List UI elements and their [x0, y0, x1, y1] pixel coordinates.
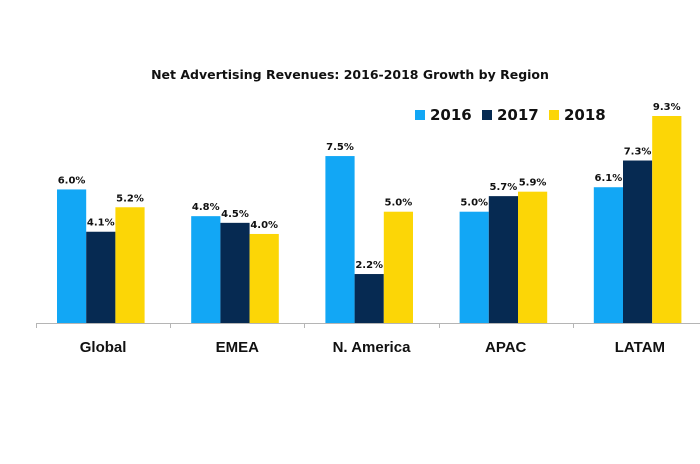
bar-latam-2016: [593, 187, 623, 323]
category-label-n-america: N. America: [333, 339, 411, 356]
data-label-emea-2017: 4.5%: [221, 209, 249, 220]
x-axis: [36, 323, 700, 328]
legend-swatch-2018: [549, 110, 559, 120]
legend-swatch-2016: [415, 110, 425, 120]
bar-emea-2018: [249, 233, 279, 323]
data-label-emea-2016: 4.8%: [192, 202, 220, 213]
bar-latam-2018: [652, 116, 682, 323]
data-label-n-america-2018: 5.0%: [385, 198, 413, 209]
data-label-apac-2017: 5.7%: [490, 182, 518, 193]
data-label-emea-2018: 4.0%: [250, 220, 278, 231]
legend-label-2016: 2016: [430, 106, 472, 124]
data-label-n-america-2016: 7.5%: [326, 142, 354, 153]
bar-latam-2017: [623, 160, 653, 323]
data-label-latam-2017: 7.3%: [624, 147, 652, 158]
data-label-global-2018: 5.2%: [116, 193, 144, 204]
bar-emea-2017: [220, 222, 250, 323]
bars-layer: [57, 116, 682, 323]
data-label-apac-2018: 5.9%: [519, 178, 547, 189]
data-labels-layer: 6.0% 4.1% 5.2% 4.8%4.5%4.0% 7.5% 2.2% 5.0% 5.0%…: [58, 102, 681, 271]
bar-apac-2016: [459, 211, 489, 323]
bar-n-america-2016: [325, 156, 355, 323]
category-labels: Global EMEA N. America APAC LATAM: [80, 339, 665, 356]
bar-emea-2016: [191, 216, 221, 323]
data-label-latam-2018: 9.3%: [653, 102, 681, 113]
category-label-global: Global: [80, 339, 127, 356]
category-label-apac: APAC: [485, 339, 527, 356]
legend-label-2017: 2017: [497, 106, 539, 124]
legend-swatch-2017: [482, 110, 492, 120]
bar-apac-2017: [488, 196, 518, 323]
category-label-emea: EMEA: [216, 339, 260, 356]
data-label-global-2017: 4.1%: [87, 218, 115, 229]
bar-apac-2018: [518, 191, 548, 323]
chart-title: Net Advertising Revenues: 2016-2018 Grow…: [151, 67, 549, 82]
bar-global-2018: [115, 207, 145, 323]
category-label-latam: LATAM: [615, 339, 665, 356]
bar-global-2016: [57, 189, 87, 323]
data-label-global-2016: 6.0%: [58, 175, 86, 186]
bar-global-2017: [86, 231, 116, 323]
legend-label-2018: 2018: [564, 106, 606, 124]
legend: 2016 2017 2018: [415, 106, 606, 124]
bar-n-america-2017: [354, 274, 384, 323]
bar-n-america-2018: [383, 211, 413, 323]
data-label-n-america-2017: 2.2%: [355, 260, 383, 271]
data-label-apac-2016: 5.0%: [460, 198, 488, 209]
data-label-latam-2016: 6.1%: [595, 173, 623, 184]
